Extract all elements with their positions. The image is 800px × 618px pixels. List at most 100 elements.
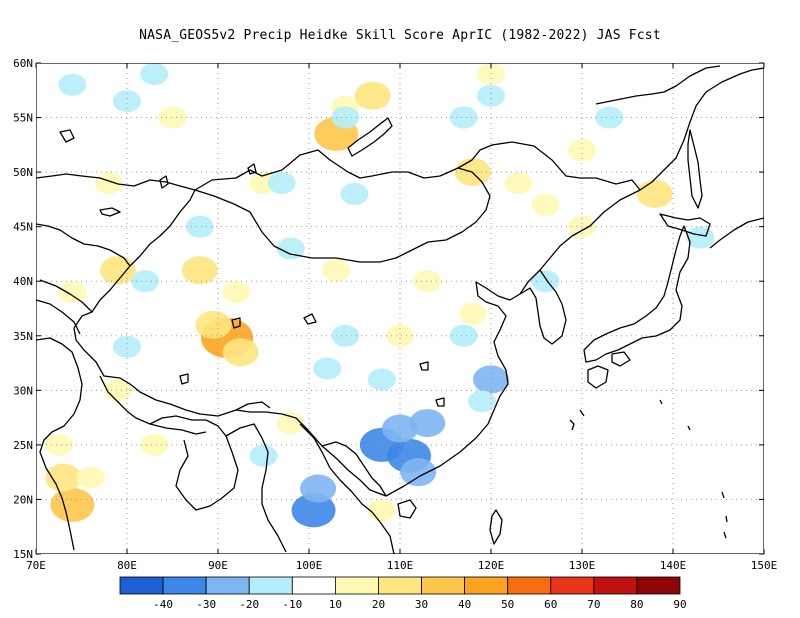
field-patch bbox=[449, 324, 478, 347]
colorbar-label: 70 bbox=[587, 598, 600, 611]
field-patch bbox=[140, 433, 169, 456]
lat-label: 60N bbox=[13, 57, 33, 70]
field-patch bbox=[185, 215, 214, 238]
field-patch bbox=[504, 172, 533, 195]
colorbar-label: 40 bbox=[458, 598, 471, 611]
russia-kazakhstan-border bbox=[36, 173, 196, 191]
map-plot-area bbox=[36, 63, 764, 554]
small-islands bbox=[569, 399, 728, 539]
lat-label: 50N bbox=[13, 166, 33, 179]
field-patch bbox=[568, 139, 596, 162]
lon-label: 110E bbox=[387, 559, 414, 572]
skill-score-field bbox=[44, 63, 715, 528]
lat-label: 20N bbox=[13, 493, 33, 506]
lon-label: 70E bbox=[26, 559, 46, 572]
lon-label: 90E bbox=[208, 559, 228, 572]
lat-label: 45N bbox=[13, 221, 33, 234]
colorbar-swatch bbox=[593, 576, 638, 595]
colorbar-label: -20 bbox=[239, 598, 259, 611]
taiwan-outline bbox=[489, 509, 503, 545]
colorbar-swatch bbox=[378, 576, 422, 595]
field-patch bbox=[44, 433, 73, 456]
field-patch bbox=[113, 90, 141, 113]
field-patch bbox=[181, 256, 218, 285]
field-patch bbox=[467, 390, 496, 413]
field-patch bbox=[140, 63, 169, 85]
colorbar-label: -30 bbox=[196, 598, 216, 611]
field-patch bbox=[354, 81, 391, 110]
lat-label: 40N bbox=[13, 275, 33, 288]
lon-label: 80E bbox=[117, 559, 137, 572]
field-patch bbox=[458, 302, 487, 325]
field-patch bbox=[291, 493, 336, 528]
field-patch bbox=[686, 226, 715, 249]
colorbar-label: 20 bbox=[372, 598, 385, 611]
field-patch bbox=[113, 335, 141, 358]
colorbar-label: 90 bbox=[673, 598, 686, 611]
field-patch bbox=[58, 73, 87, 96]
field-patch bbox=[300, 474, 337, 503]
india-outline bbox=[36, 337, 207, 551]
colorbar-label: -40 bbox=[153, 598, 173, 611]
field-patch bbox=[386, 324, 414, 347]
colorbar-labels: -40 -30 -20 -10 10 20 30 40 50 60 70 80 90 bbox=[153, 598, 686, 611]
lat-label: 30N bbox=[13, 384, 33, 397]
field-patch bbox=[195, 310, 232, 339]
field-patch bbox=[331, 106, 360, 129]
field-patch bbox=[636, 179, 673, 208]
mongolia-border bbox=[194, 167, 491, 263]
lon-label: 130E bbox=[569, 559, 596, 572]
colorbar-swatch bbox=[464, 576, 509, 595]
lat-label: 35N bbox=[13, 330, 33, 343]
sakhalin-outline bbox=[687, 129, 703, 209]
colorbar-label: 80 bbox=[630, 598, 643, 611]
field-patch bbox=[531, 193, 560, 216]
lat-label: 55N bbox=[13, 112, 33, 125]
field-patch bbox=[276, 237, 305, 260]
colorbar-swatch bbox=[550, 576, 595, 595]
colorbar-label: -10 bbox=[282, 598, 302, 611]
field-patch bbox=[267, 172, 296, 195]
field-patch bbox=[400, 458, 437, 487]
lon-label: 100E bbox=[296, 559, 323, 572]
aral-sea bbox=[59, 129, 75, 143]
field-patch bbox=[249, 444, 278, 467]
field-patch bbox=[222, 338, 259, 367]
colorbar-label: 60 bbox=[544, 598, 557, 611]
field-patch bbox=[131, 270, 160, 293]
field-patch bbox=[276, 412, 305, 435]
colorbar-swatch bbox=[334, 576, 379, 595]
field-patch bbox=[103, 379, 132, 402]
field-patch bbox=[595, 106, 624, 129]
field-patch bbox=[222, 281, 251, 304]
lon-label: 120E bbox=[478, 559, 505, 572]
lon-label: 150E bbox=[751, 559, 778, 572]
latitude-labels: 15N 20N 25N 30N 35N 40N 45N 50N 55N 60N bbox=[13, 57, 33, 561]
field-patch bbox=[94, 172, 123, 195]
field-patch bbox=[331, 324, 360, 347]
coastlines-borders bbox=[36, 65, 764, 554]
central-asia-borders bbox=[36, 223, 131, 335]
colorbar-label: 30 bbox=[415, 598, 428, 611]
hainan-outline bbox=[397, 499, 417, 519]
lat-label: 25N bbox=[13, 439, 33, 452]
longitude-labels: 70E 80E 90E 100E 110E 120E 130E 140E 150E bbox=[26, 559, 777, 572]
colorbar-swatch bbox=[507, 576, 552, 595]
lat-label: 15N bbox=[13, 548, 33, 561]
field-patch bbox=[158, 106, 187, 129]
field-patch bbox=[50, 487, 95, 522]
field-patch bbox=[313, 357, 342, 380]
lake-baikal bbox=[347, 117, 393, 157]
field-patch bbox=[367, 499, 396, 522]
lon-label: 140E bbox=[660, 559, 687, 572]
field-patch bbox=[58, 281, 87, 304]
colorbar-swatch bbox=[636, 576, 681, 595]
field-patch bbox=[76, 466, 105, 489]
korea-outline bbox=[519, 269, 567, 345]
map-axis-ticks bbox=[35, 62, 765, 555]
colorbar-label: 10 bbox=[329, 598, 342, 611]
field-patch bbox=[477, 84, 505, 107]
japan-outline bbox=[583, 213, 711, 389]
colorbar-swatch bbox=[162, 576, 207, 595]
small-lakes bbox=[159, 163, 445, 407]
